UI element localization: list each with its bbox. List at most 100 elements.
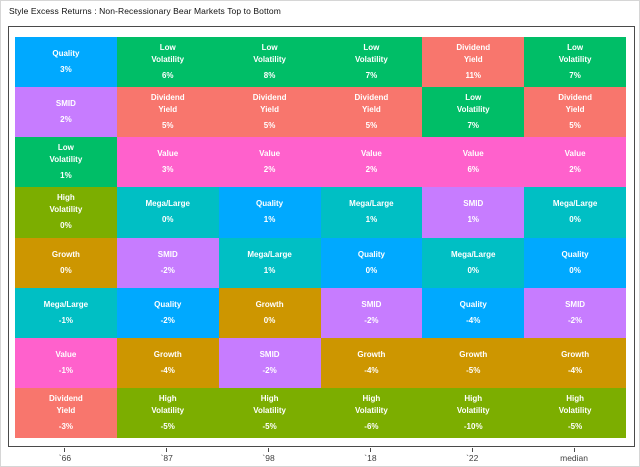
tile-style-label: High Volatility	[355, 393, 388, 415]
tile--66-smid: SMID 2%	[15, 87, 117, 138]
tile--18-quality: Quality 0%	[320, 237, 423, 288]
tile-value-label: 5%	[263, 121, 276, 131]
tile--98-growth: Growth 0%	[218, 287, 321, 338]
tile-value-label: 7%	[569, 71, 581, 81]
tile--18-high-volatility: High Volatility -6%	[320, 387, 423, 438]
tile-style-label: Dividend Yield	[354, 93, 389, 115]
tile--66-high-volatility: High Volatility 0%	[15, 187, 117, 238]
axis-tick	[573, 448, 575, 452]
tile--18-low-volatility: Low Volatility 7%	[320, 37, 423, 88]
tile-value-label: -2%	[364, 315, 379, 325]
tile-value-label: -2%	[567, 315, 583, 325]
tile--22-quality: Quality -4%	[422, 287, 525, 338]
tile-style-label: Mega/Large	[451, 249, 496, 259]
tile-style-label: SMID	[463, 199, 484, 209]
tile-style-label: Dividend Yield	[558, 93, 592, 115]
tile-style-label: Dividend Yield	[49, 393, 83, 415]
tile-style-label: High Volatility	[253, 393, 286, 415]
tile-value-label: -10%	[463, 421, 483, 431]
tile-style-label: Mega/Large	[349, 199, 394, 209]
tile-style-label: Quality	[459, 299, 487, 309]
tile-style-label: Low Volatility	[49, 143, 83, 165]
tile-value-label: 2%	[365, 165, 378, 175]
tile-style-label: Growth	[459, 349, 488, 359]
tile--98-smid: SMID -2%	[218, 337, 321, 388]
tile-value-label: 0%	[60, 221, 72, 231]
tile-style-label: Mega/Large	[247, 249, 292, 259]
tile-median-high-volatility: High Volatility -5%	[524, 387, 626, 438]
tile-style-label: High Volatility	[456, 393, 490, 415]
tile-value-label: 0%	[569, 265, 581, 275]
tile-value-label: -6%	[364, 421, 379, 431]
tile-value-label: 1%	[60, 171, 72, 181]
tile--66-growth: Growth 0%	[15, 237, 117, 288]
tile-style-label: SMID	[55, 99, 76, 109]
tile-median-low-volatility: Low Volatility 7%	[524, 37, 626, 88]
tile--22-dividend-yield: Dividend Yield 11%	[422, 37, 525, 88]
x-tick-label--18: `18	[364, 453, 377, 463]
tile--87-high-volatility: High Volatility -5%	[116, 387, 219, 438]
tile-median-quality: Quality 0%	[524, 237, 626, 288]
tile-median-dividend-yield: Dividend Yield 5%	[524, 87, 626, 138]
tile-value-label: -2%	[262, 365, 277, 375]
tile--22-value: Value 6%	[422, 137, 525, 188]
tile-style-label: Mega/Large	[43, 299, 89, 309]
tile-value-label: -4%	[567, 365, 583, 375]
tile--98-value: Value 2%	[218, 137, 321, 188]
tile--22-low-volatility: Low Volatility 7%	[422, 87, 525, 138]
tile-style-label: Low Volatility	[151, 43, 185, 65]
x-tick-label--98: `98	[262, 453, 275, 463]
tile-value-label: 6%	[161, 71, 174, 81]
tile--98-mega-large: Mega/Large 1%	[218, 237, 321, 288]
tile-style-label: Value	[564, 149, 586, 159]
tile-value-label: 0%	[161, 215, 174, 225]
tile-value-label: 5%	[365, 121, 378, 131]
tile-value-label: 0%	[467, 265, 480, 275]
tile-style-label: Low Volatility	[253, 43, 286, 65]
tile-value-label: -5%	[567, 421, 583, 431]
tile-value-label: -1%	[58, 315, 74, 325]
tile-value-label: 0%	[569, 215, 581, 225]
tile--87-growth: Growth -4%	[116, 337, 219, 388]
axis-tick	[369, 448, 371, 452]
tile-value-label: 3%	[60, 65, 72, 75]
tile-median-value: Value 2%	[524, 137, 626, 188]
tile-value-label: 7%	[365, 71, 378, 81]
tile-value-label: -5%	[160, 421, 175, 431]
tile-value-label: 1%	[365, 215, 378, 225]
tile-style-label: Mega/Large	[552, 199, 598, 209]
tile-value-label: 7%	[467, 121, 480, 131]
tile--87-smid: SMID -2%	[116, 237, 219, 288]
tile-style-label: Value	[157, 149, 179, 159]
tile--18-growth: Growth -4%	[320, 337, 423, 388]
tile-value-label: -5%	[262, 421, 277, 431]
tile-value-label: 1%	[263, 265, 276, 275]
tile-style-label: Quality	[52, 49, 80, 59]
tile-value-label: 1%	[263, 215, 276, 225]
tile-style-label: SMID	[259, 349, 280, 359]
tile-style-label: Low Volatility	[558, 43, 592, 65]
axis-tick	[64, 448, 66, 452]
tile-value-label: -4%	[160, 365, 175, 375]
chart-title: Style Excess Returns : Non-Recessionary …	[9, 6, 281, 16]
tile--98-quality: Quality 1%	[218, 187, 321, 238]
tile-value-label: -4%	[364, 365, 379, 375]
tile--66-quality: Quality 3%	[15, 37, 117, 88]
x-tick-label--66: `66	[58, 453, 72, 463]
tile--98-low-volatility: Low Volatility 8%	[218, 37, 321, 88]
tile-value-label: -5%	[466, 365, 481, 375]
tile-value-label: 1%	[467, 215, 480, 225]
tile-style-label: Quality	[357, 249, 385, 259]
tile-value-label: 2%	[569, 165, 581, 175]
tile-style-label: Growth	[357, 349, 386, 359]
tile--22-high-volatility: High Volatility -10%	[422, 387, 525, 438]
x-tick-label-median: median	[560, 453, 589, 463]
tile-style-label: Value	[55, 349, 77, 359]
tile-value-label: 0%	[263, 315, 276, 325]
tile-median-mega-large: Mega/Large 0%	[524, 187, 626, 238]
tile-style-label: Quality	[256, 199, 284, 209]
tile-style-label: Growth	[561, 349, 590, 359]
tile--66-dividend-yield: Dividend Yield -3%	[15, 387, 117, 438]
tile-style-label: Dividend Yield	[150, 93, 185, 115]
